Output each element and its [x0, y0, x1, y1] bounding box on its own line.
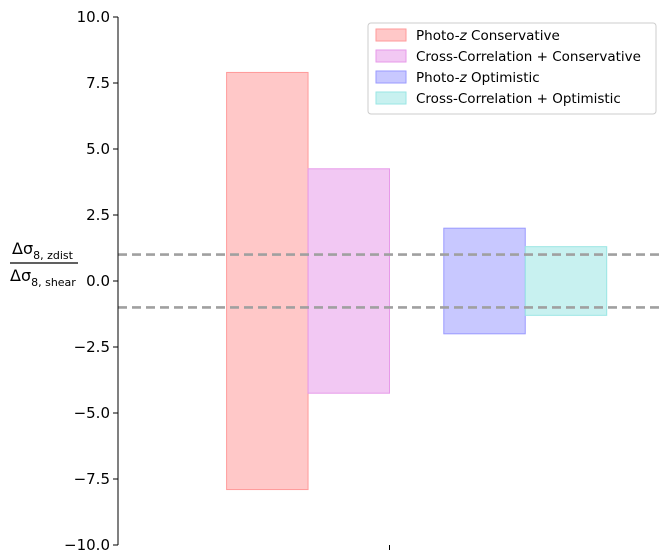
- y-axis-label-denominator: Δσ8, shear: [10, 266, 76, 289]
- legend-box: [367, 22, 657, 115]
- legend-label-4: Cross-Correlation + Optimistic: [416, 91, 621, 107]
- bar-2: [307, 168, 390, 394]
- legend-swatch-2: [375, 49, 407, 63]
- bar-3: [443, 227, 526, 335]
- y-ticks: 10.0 7.5 5.0 2.5 0.0 −2.5 −5.0 −7.5 −10.0: [64, 8, 118, 554]
- y-axis-label-denominator-sub: 8, shear: [31, 276, 76, 289]
- legend-swatch-3: [375, 70, 407, 84]
- y-tick-label: 5.0: [86, 140, 110, 158]
- y-tick-label: 10.0: [77, 8, 110, 26]
- y-tick-label: 7.5: [86, 74, 110, 92]
- legend-label-2: Cross-Correlation + Conservative: [416, 49, 641, 65]
- y-axis-label-denominator-main: Δσ: [10, 266, 31, 285]
- y-tick-label: 2.5: [86, 206, 110, 224]
- legend-swatch-4: [375, 91, 407, 105]
- bar-1: [226, 71, 309, 491]
- y-tick-label: 0.0: [86, 272, 110, 290]
- y-tick-label: −5.0: [74, 404, 110, 422]
- y-axis-label-numerator-main: Δσ: [12, 239, 33, 258]
- y-axis-label-numerator: Δσ8, zdist: [12, 239, 74, 262]
- reference-lines: [118, 253, 661, 309]
- legend-label-1: Photo-z Conservative: [416, 28, 560, 44]
- y-tick-label: −7.5: [74, 470, 110, 488]
- y-axis-label: Δσ8, zdist Δσ8, shear: [10, 239, 78, 289]
- y-tick-label: −10.0: [64, 536, 110, 552]
- y-tick-label: −2.5: [74, 338, 110, 356]
- y-axis-label-numerator-sub: 8, zdist: [33, 249, 74, 262]
- legend-label-3: Photo-z Optimistic: [416, 70, 540, 86]
- legend: Photo-z Conservative Cross-Correlation + …: [367, 22, 657, 115]
- legend-swatch-1: [375, 28, 407, 42]
- bar-4: [524, 246, 608, 316]
- bars-layer: [226, 71, 608, 491]
